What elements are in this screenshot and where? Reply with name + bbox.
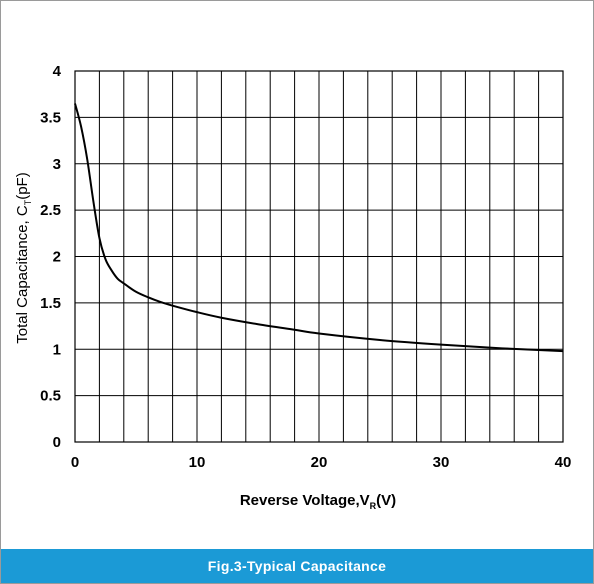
- x-axis-title-text: Reverse Voltage,V: [240, 492, 370, 509]
- y-tick-label: 2: [53, 249, 61, 266]
- y-tick-labels: 0 0.5 1 1.5 2 2.5 3 3.5 4: [40, 63, 62, 451]
- y-tick-label: 4: [53, 63, 62, 80]
- y-tick-label: 2.5: [40, 202, 61, 219]
- y-tick-label: 1.5: [40, 295, 61, 312]
- y-axis-title: Total Capacitance, CT(pF): [14, 172, 33, 343]
- y-tick-label: 0: [53, 434, 61, 451]
- y-tick-label: 3.5: [40, 109, 61, 126]
- x-tick-label: 20: [311, 454, 328, 471]
- x-axis-title-subscript: R: [370, 501, 377, 511]
- x-tick-label: 10: [189, 454, 206, 471]
- x-tick-labels: 0 10 20 30 40: [71, 454, 572, 471]
- x-axis-title-unit: (V): [376, 492, 396, 509]
- y-axis-title-unit: (pF): [14, 172, 31, 200]
- y-tick-label: 0.5: [40, 388, 61, 405]
- capacitance-curve: [74, 103, 564, 353]
- x-tick-label: 40: [555, 454, 572, 471]
- figure-caption: Fig.3-Typical Capacitance: [1, 549, 593, 583]
- y-axis-title-text: Total Capacitance, C: [14, 205, 31, 344]
- x-tick-label: 0: [71, 454, 79, 471]
- y-axis-title-subscript: T: [23, 199, 33, 205]
- plot-area-border: [74, 70, 564, 443]
- x-axis-title: Reverse Voltage,VR(V): [240, 492, 396, 511]
- y-tick-label: 3: [53, 156, 61, 173]
- y-tick-label: 1: [53, 341, 61, 358]
- x-tick-label: 30: [433, 454, 450, 471]
- grid: [75, 71, 563, 442]
